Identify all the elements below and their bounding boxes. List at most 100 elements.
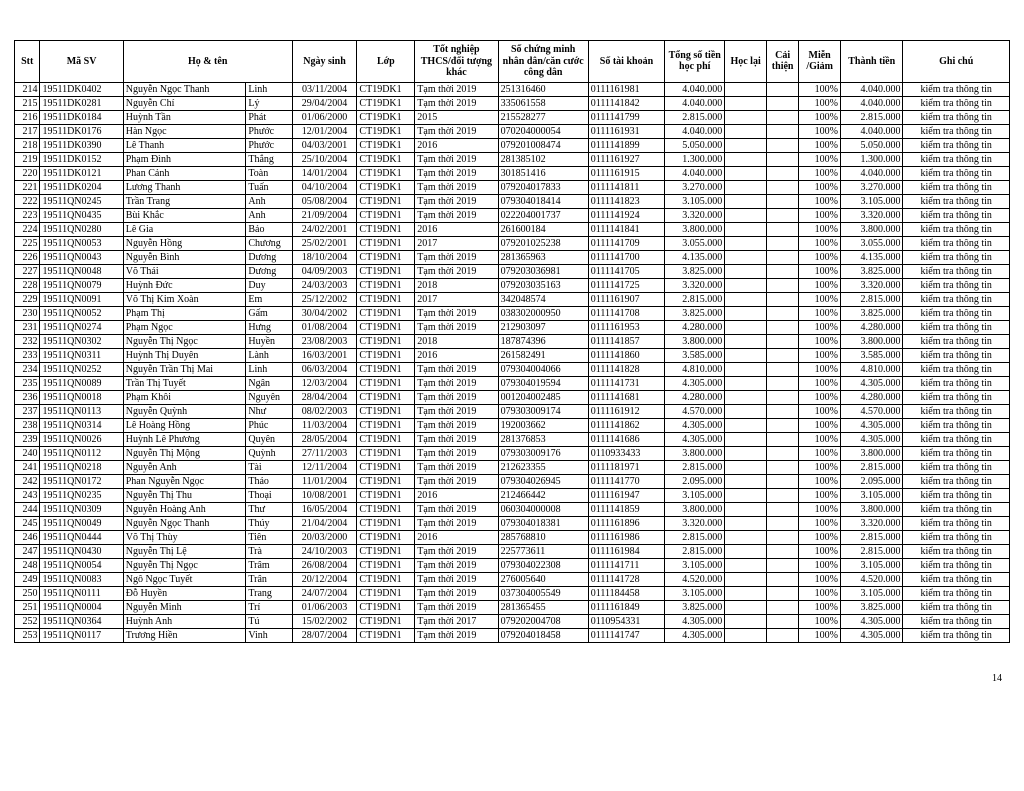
cell-ten: Toàn	[246, 166, 292, 180]
cell-hoclai	[725, 502, 767, 516]
cell-ho: Phạm Ngọc	[123, 320, 246, 334]
cell-miengiam: 100%	[799, 348, 841, 362]
cell-caithien	[766, 292, 798, 306]
cell-stt: 227	[15, 264, 40, 278]
cell-ten: Dương	[246, 264, 292, 278]
cell-taikhoan: 0111141711	[588, 558, 664, 572]
cell-stt: 217	[15, 124, 40, 138]
cell-ngaysinh: 26/08/2004	[292, 558, 357, 572]
cell-taikhoan: 0111141823	[588, 194, 664, 208]
cell-stt: 234	[15, 362, 40, 376]
cell-totnghiep: Tạm thời 2019	[415, 572, 498, 586]
cell-thanhtien: 4.040.000	[840, 96, 902, 110]
cell-ten: Trâm	[246, 558, 292, 572]
cell-miengiam: 100%	[799, 614, 841, 628]
cell-cmnd: 079304019594	[498, 376, 588, 390]
th-taikhoan: Số tài khoản	[588, 41, 664, 83]
cell-totnghiep: 2016	[415, 488, 498, 502]
cell-ho: Võ Thị Thùy	[123, 530, 246, 544]
cell-ghichu: kiểm tra thông tin	[903, 432, 1010, 446]
cell-totnghiep: 2017	[415, 292, 498, 306]
cell-hoclai	[725, 530, 767, 544]
cell-ten: Thoại	[246, 488, 292, 502]
cell-taikhoan: 0111141924	[588, 208, 664, 222]
cell-ngaysinh: 30/04/2002	[292, 306, 357, 320]
cell-ngaysinh: 20/03/2000	[292, 530, 357, 544]
cell-ghichu: kiểm tra thông tin	[903, 460, 1010, 474]
cell-cmnd: 212623355	[498, 460, 588, 474]
cell-ten: Lành	[246, 348, 292, 362]
cell-ngaysinh: 24/07/2004	[292, 586, 357, 600]
cell-ngaysinh: 04/10/2004	[292, 180, 357, 194]
table-header: Stt Mã SV Họ & tên Ngày sinh Lớp Tốt ngh…	[15, 41, 1010, 83]
cell-ho: Lương Thanh	[123, 180, 246, 194]
cell-miengiam: 100%	[799, 124, 841, 138]
cell-ghichu: kiểm tra thông tin	[903, 306, 1010, 320]
cell-hoclai	[725, 390, 767, 404]
cell-lop: CT19DN1	[357, 558, 415, 572]
cell-stt: 221	[15, 180, 40, 194]
cell-cmnd: 079303009174	[498, 404, 588, 418]
cell-miengiam: 100%	[799, 110, 841, 124]
cell-hoclai	[725, 124, 767, 138]
cell-hocphi: 3.105.000	[665, 488, 725, 502]
cell-totnghiep: 2016	[415, 530, 498, 544]
cell-miengiam: 100%	[799, 138, 841, 152]
cell-stt: 226	[15, 250, 40, 264]
cell-caithien	[766, 544, 798, 558]
cell-ten: Thư	[246, 502, 292, 516]
cell-lop: CT19DN1	[357, 628, 415, 642]
cell-caithien	[766, 404, 798, 418]
cell-ten: Duy	[246, 278, 292, 292]
cell-ten: Trang	[246, 586, 292, 600]
cell-thanhtien: 4.280.000	[840, 320, 902, 334]
cell-lop: CT19DN1	[357, 404, 415, 418]
cell-taikhoan: 0111161912	[588, 404, 664, 418]
cell-thanhtien: 3.055.000	[840, 236, 902, 250]
cell-ngaysinh: 08/02/2003	[292, 404, 357, 418]
cell-caithien	[766, 264, 798, 278]
cell-taikhoan: 0111141770	[588, 474, 664, 488]
cell-caithien	[766, 558, 798, 572]
table-row: 24119511QN0218Nguyễn AnhTài12/11/2004CT1…	[15, 460, 1010, 474]
cell-taikhoan: 0111181971	[588, 460, 664, 474]
table-row: 22419511QN0280Lê GiaBảo24/02/2001CT19DN1…	[15, 222, 1010, 236]
cell-masv: 19511QN0172	[40, 474, 123, 488]
cell-stt: 241	[15, 460, 40, 474]
table-row: 24819511QN0054Nguyễn Thị NgọcTrâm26/08/2…	[15, 558, 1010, 572]
cell-miengiam: 100%	[799, 572, 841, 586]
cell-taikhoan: 0111141731	[588, 376, 664, 390]
cell-caithien	[766, 278, 798, 292]
cell-ho: Lê Thanh	[123, 138, 246, 152]
table-row: 22519511QN0053Nguyễn HồngChương25/02/200…	[15, 236, 1010, 250]
cell-hocphi: 4.305.000	[665, 432, 725, 446]
cell-stt: 242	[15, 474, 40, 488]
cell-hocphi: 3.105.000	[665, 558, 725, 572]
cell-lop: CT19DK1	[357, 152, 415, 166]
cell-ghichu: kiểm tra thông tin	[903, 264, 1010, 278]
cell-ghichu: kiểm tra thông tin	[903, 572, 1010, 586]
cell-thanhtien: 3.105.000	[840, 586, 902, 600]
cell-stt: 248	[15, 558, 40, 572]
cell-taikhoan: 0111161927	[588, 152, 664, 166]
cell-masv: 19511QN0235	[40, 488, 123, 502]
cell-stt: 230	[15, 306, 40, 320]
cell-miengiam: 100%	[799, 208, 841, 222]
cell-caithien	[766, 138, 798, 152]
table-row: 21619511DK0184Huỳnh TầnPhát01/06/2000CT1…	[15, 110, 1010, 124]
cell-stt: 216	[15, 110, 40, 124]
cell-ten: Tú	[246, 614, 292, 628]
th-miengiam: Miễn /Giảm	[799, 41, 841, 83]
cell-hocphi: 3.585.000	[665, 348, 725, 362]
cell-ngaysinh: 28/07/2004	[292, 628, 357, 642]
cell-ngaysinh: 29/04/2004	[292, 96, 357, 110]
cell-ghichu: kiểm tra thông tin	[903, 558, 1010, 572]
cell-miengiam: 100%	[799, 194, 841, 208]
cell-taikhoan: 0111141859	[588, 502, 664, 516]
table-row: 24719511QN0430Nguyễn Thị LệTrà24/10/2003…	[15, 544, 1010, 558]
page-number: 14	[14, 643, 1010, 684]
cell-totnghiep: 2018	[415, 278, 498, 292]
cell-miengiam: 100%	[799, 292, 841, 306]
cell-stt: 231	[15, 320, 40, 334]
cell-stt: 238	[15, 418, 40, 432]
